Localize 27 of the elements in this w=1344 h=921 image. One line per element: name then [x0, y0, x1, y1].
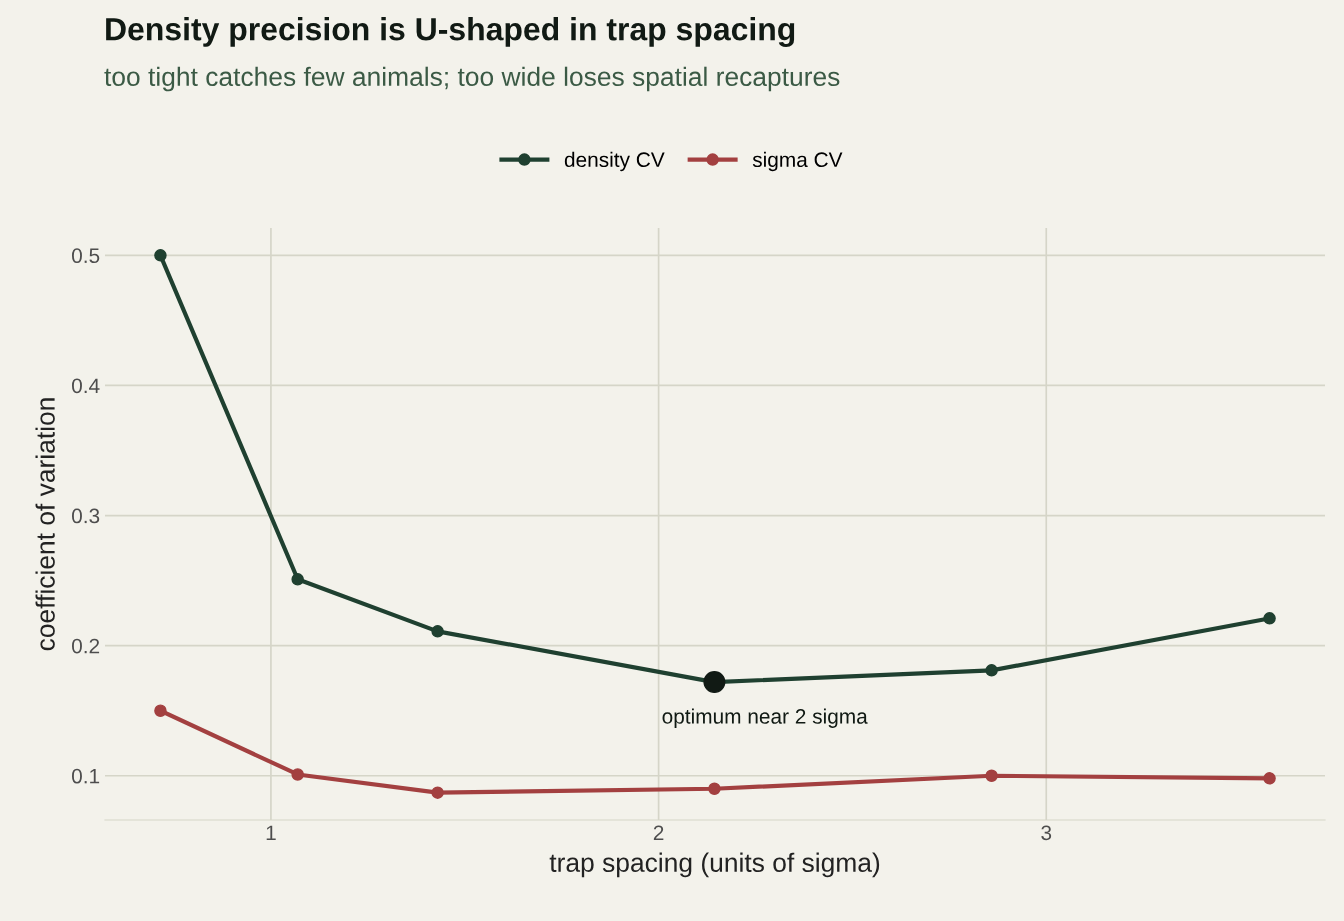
chart-subtitle: too tight catches few animals; too wide loses spatial recaptures — [104, 66, 840, 92]
x-tick-label: 2 — [653, 825, 664, 840]
point — [431, 625, 444, 638]
x-axis-title: trap spacing (units of sigma) — [549, 852, 880, 878]
point — [154, 249, 167, 262]
annotation: optimum near 2 sigma — [662, 708, 868, 728]
point — [985, 664, 998, 677]
point — [291, 573, 304, 586]
y-tick-label: 0.3 — [71, 508, 100, 524]
point — [291, 768, 304, 781]
point — [431, 786, 444, 799]
y-tick-label: 0.5 — [71, 248, 100, 264]
x-tick-label: 1 — [266, 825, 276, 840]
y-tick-label: 0.2 — [71, 638, 100, 654]
point — [1263, 612, 1276, 625]
point — [703, 671, 726, 694]
point — [708, 782, 721, 796]
chart-title: Density precision is U-shaped in trap spacing — [106, 17, 795, 47]
legend-label: sigma CV — [752, 151, 843, 172]
y-axis-title: coefficient of variation — [35, 398, 55, 651]
y-tick-label: 0.4 — [71, 378, 100, 394]
point — [1263, 772, 1276, 785]
x-tick-label: 3 — [1041, 825, 1052, 841]
point — [154, 704, 167, 717]
y-tick-label: 0.1 — [71, 768, 100, 784]
point — [985, 769, 998, 783]
legend-label: density CV — [564, 151, 665, 172]
